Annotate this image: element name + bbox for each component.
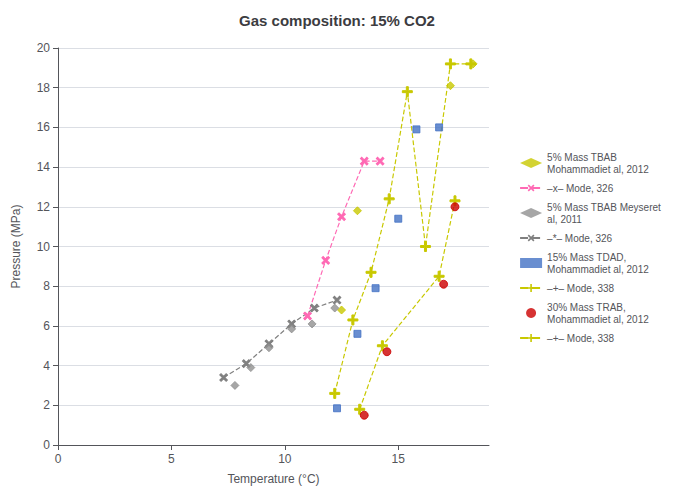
svg-text:6: 6 bbox=[43, 319, 50, 333]
svg-text:20: 20 bbox=[37, 41, 51, 55]
svg-text:–+– Mode, 338: –+– Mode, 338 bbox=[547, 283, 614, 294]
svg-text:Gas composition: 15% CO2: Gas composition: 15% CO2 bbox=[239, 12, 435, 29]
svg-text:10: 10 bbox=[278, 452, 292, 466]
svg-text:al, 2011: al, 2011 bbox=[547, 214, 582, 225]
svg-text:5: 5 bbox=[168, 452, 175, 466]
svg-text:–x– Mode, 326: –x– Mode, 326 bbox=[547, 183, 614, 194]
svg-text:8: 8 bbox=[43, 279, 50, 293]
svg-text:0: 0 bbox=[55, 452, 62, 466]
svg-text:12: 12 bbox=[37, 200, 51, 214]
svg-text:15: 15 bbox=[392, 452, 406, 466]
svg-text:5% Mass TBAB: 5% Mass TBAB bbox=[547, 152, 617, 163]
svg-text:5% Mass TBAB Meyseret: 5% Mass TBAB Meyseret bbox=[547, 202, 661, 213]
svg-text:–+– Mode, 338: –+– Mode, 338 bbox=[547, 333, 614, 344]
svg-text:16: 16 bbox=[37, 120, 51, 134]
svg-text:4: 4 bbox=[43, 359, 50, 373]
svg-text:Mohammadiet al, 2012: Mohammadiet al, 2012 bbox=[547, 164, 649, 175]
svg-text:10: 10 bbox=[37, 240, 51, 254]
svg-text:–*– Mode, 326: –*– Mode, 326 bbox=[547, 233, 612, 244]
svg-text:Mohammadiet al, 2012: Mohammadiet al, 2012 bbox=[547, 314, 649, 325]
svg-text:Pressure (MPa): Pressure (MPa) bbox=[9, 204, 23, 288]
svg-text:Mohammadiet al, 2012: Mohammadiet al, 2012 bbox=[547, 264, 649, 275]
svg-text:0: 0 bbox=[43, 438, 50, 452]
svg-text:Temperature (°C): Temperature (°C) bbox=[227, 472, 319, 486]
svg-text:18: 18 bbox=[37, 81, 51, 95]
svg-text:30% Mass TRAB,: 30% Mass TRAB, bbox=[547, 302, 626, 313]
svg-text:15% Mass TDAD,: 15% Mass TDAD, bbox=[547, 252, 626, 263]
svg-text:14: 14 bbox=[37, 160, 51, 174]
svg-text:2: 2 bbox=[43, 398, 50, 412]
